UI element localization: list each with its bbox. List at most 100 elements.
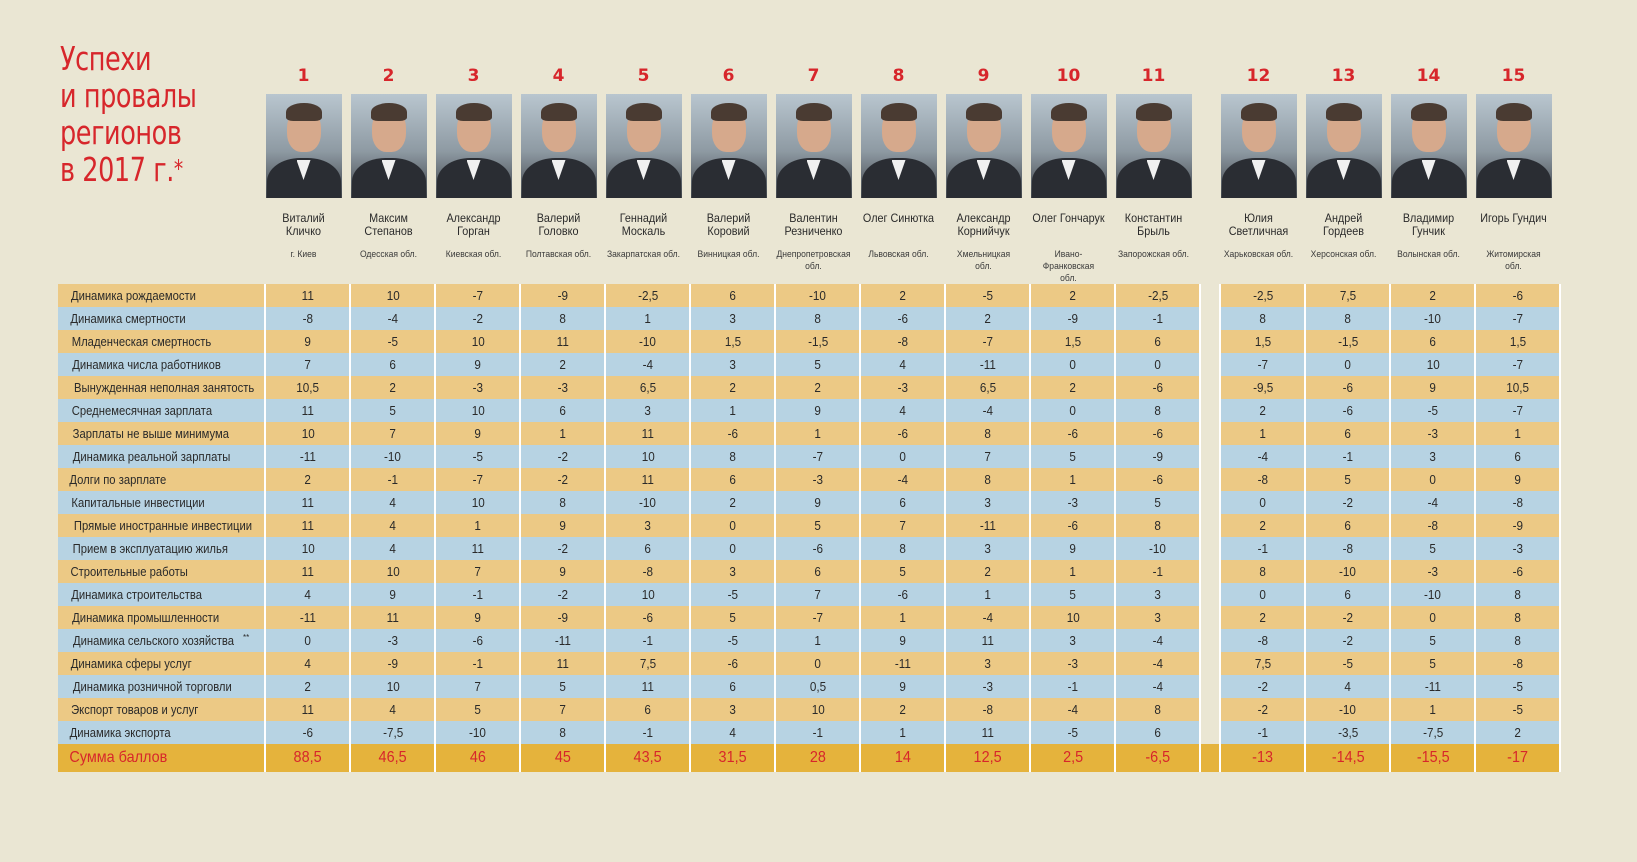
score-value: -4	[1067, 702, 1078, 717]
score-value: -8	[982, 702, 993, 717]
person-name-line: Валентин	[789, 211, 838, 225]
score-value: 6,5	[979, 380, 996, 395]
score-cell: 0	[266, 629, 352, 652]
column-gap	[1201, 583, 1222, 606]
score-value: 5	[729, 610, 737, 625]
score-cell: -8	[946, 698, 1032, 721]
score-cell: -10	[1306, 560, 1392, 583]
score-cell: 46,5	[351, 744, 437, 772]
score-value: 6	[1344, 587, 1352, 602]
person-name: Олег Гончарук	[1031, 212, 1106, 240]
score-value: 0	[1154, 357, 1162, 372]
score-cell: 2	[1391, 284, 1477, 307]
score-value: -4	[982, 403, 993, 418]
score-value: -3	[982, 679, 993, 694]
score-value: 1	[559, 426, 567, 441]
total-row: Сумма баллов 88,5 46,5 46 45 43,5 31,5 28 14 12,5…	[58, 744, 1562, 772]
score-cell: 3	[1116, 606, 1202, 629]
score-cell: -4	[351, 307, 437, 330]
score-value: 2	[899, 288, 907, 303]
row-label-text: Динамика строительства	[71, 587, 203, 602]
score-value: -10	[1424, 587, 1442, 602]
score-cell: 11	[606, 422, 692, 445]
portrait-hair	[1135, 103, 1172, 121]
score-value: -9	[1512, 518, 1523, 533]
score-value: -5	[1067, 725, 1078, 740]
score-value: 10,5	[296, 380, 320, 395]
score-cell: 7	[776, 583, 862, 606]
person-card: 12 Юлия Светличная Харьковская обл.	[1217, 64, 1300, 261]
title-line: в 2017 г.*	[60, 150, 183, 189]
score-value: -9	[387, 656, 398, 671]
row-label: Динамика рождаемости	[58, 284, 267, 307]
person-name-line: Александр	[956, 211, 1011, 225]
score-cell: -6	[861, 307, 947, 330]
score-value: 6	[644, 541, 652, 556]
score-cell: 11	[351, 606, 437, 629]
score-value: 6	[899, 495, 907, 510]
score-cell: 10	[266, 537, 352, 560]
score-cell: 2	[691, 491, 777, 514]
score-value: -15,5	[1416, 749, 1450, 766]
score-cell: 8	[521, 721, 607, 744]
score-value: 11	[301, 518, 314, 533]
score-cell: 1	[946, 583, 1032, 606]
indicator-row: Капитальные инвестиции 11 4 10 8 -10 2 9 6 3 -3 5 0 -…	[58, 491, 1562, 514]
score-value: 8	[559, 311, 567, 326]
score-value: 7	[474, 679, 482, 694]
score-cell: 2	[1221, 514, 1307, 537]
row-label: Динамика реальной зарплаты	[58, 445, 267, 468]
score-cell: -5	[1306, 652, 1392, 675]
score-value: -7	[1257, 357, 1268, 372]
person-name-line: Максим	[369, 211, 408, 225]
portrait-hair	[1240, 103, 1277, 121]
score-cell: -6	[776, 537, 862, 560]
person-card: 4 Валерий Головко Полтавская обл.	[517, 64, 600, 261]
score-cell: 8	[776, 307, 862, 330]
score-value: 1,5	[1509, 334, 1526, 349]
row-label: Динамика смертности	[58, 307, 267, 330]
score-value: -6	[1152, 426, 1163, 441]
score-cell: -2	[1221, 698, 1307, 721]
person-card: 9 Александр Корнийчук Хмельницкая обл.	[942, 64, 1025, 273]
person-name-line: Константин	[1124, 211, 1183, 225]
score-value: -7	[982, 334, 993, 349]
score-value: 0	[729, 518, 737, 533]
score-cell: 8	[861, 537, 947, 560]
person-region: Житомирская обл.	[1476, 249, 1551, 273]
portrait-hair	[1050, 103, 1087, 121]
score-cell: -8	[1391, 514, 1477, 537]
portrait-hair	[370, 103, 407, 121]
row-label-text: Младенческая смертность	[71, 334, 212, 349]
score-cell: 10,5	[1476, 376, 1562, 399]
score-cell: 2	[521, 353, 607, 376]
indicator-row: Прямые иностранные инвестиции 11 4 1 9 3 0 5 7 -1…	[58, 514, 1562, 537]
score-value: -17	[1507, 749, 1529, 766]
score-cell: -7	[1221, 353, 1307, 376]
score-value: 7	[814, 587, 822, 602]
score-value: -1	[642, 633, 653, 648]
score-value: 6	[389, 357, 397, 372]
indicator-row: Динамика сельского хозяйства ** 0 -3 -6 -11 -1…	[58, 629, 1562, 652]
score-value: 4	[389, 518, 397, 533]
score-value: -11	[554, 633, 571, 648]
score-cell: -4	[861, 468, 947, 491]
score-value: -10	[809, 288, 827, 303]
footnote-mark: **	[243, 632, 250, 642]
score-cell: 10	[606, 445, 692, 468]
score-value: -6	[727, 656, 738, 671]
score-value: -1,5	[1337, 334, 1358, 349]
indicator-row: Динамика сферы услуг 4 -9 -1 11 7,5 -6 0 -11 3 -3 -…	[58, 652, 1562, 675]
score-cell: -4	[946, 606, 1032, 629]
score-value: 6	[729, 679, 737, 694]
score-cell: -6	[1116, 468, 1202, 491]
score-value: -6	[302, 725, 313, 740]
score-value: -10	[469, 725, 487, 740]
score-value: 2	[1259, 403, 1267, 418]
score-cell: 4	[351, 537, 437, 560]
score-cell: -4	[1221, 445, 1307, 468]
score-cell: -8	[1476, 491, 1562, 514]
score-value: 4	[389, 541, 397, 556]
person-region-line: Днепропетровская	[776, 249, 851, 260]
person-region: Запорожская обл.	[1116, 249, 1191, 261]
